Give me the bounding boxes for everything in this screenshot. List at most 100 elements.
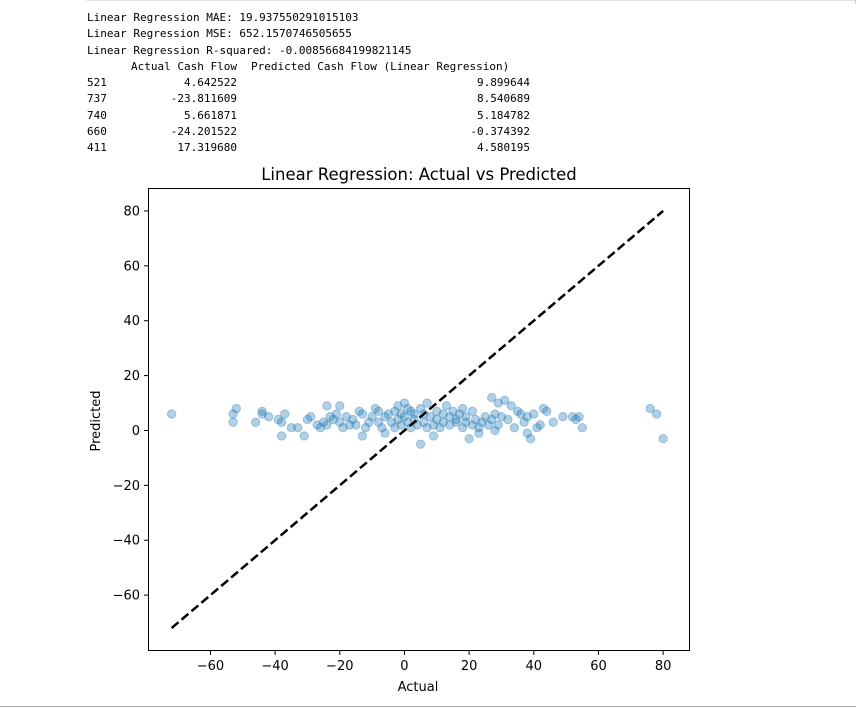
scatter-point <box>228 409 238 419</box>
scatter-point <box>487 414 497 425</box>
row-index: 660 <box>87 125 107 139</box>
row-actual: -24.201522 <box>170 125 237 139</box>
scatter-point <box>393 401 403 411</box>
scatter-point <box>477 417 487 427</box>
scatter-point <box>166 409 177 419</box>
y-tick-label: 60 <box>123 259 140 274</box>
x-tick-label: 0 <box>400 659 408 674</box>
y-axis-ticks: −60 −40 −20 0 20 40 60 80 <box>113 204 149 604</box>
scatter-point <box>490 425 500 436</box>
scatter-point <box>470 414 481 425</box>
scatter-point <box>425 412 436 422</box>
scatter-point <box>532 423 542 433</box>
scatter-point <box>645 403 655 414</box>
scatter-point <box>445 420 455 430</box>
x-tick-label: 80 <box>655 659 672 674</box>
scatter-point <box>406 406 416 416</box>
chart-title: Linear Regression: Actual vs Predicted <box>261 165 577 184</box>
scatter-point <box>293 423 303 433</box>
scatter-point <box>367 412 377 422</box>
y-tick-label: 80 <box>123 204 140 219</box>
scatter-point <box>432 414 442 425</box>
scatter-point <box>373 417 384 427</box>
scatter-point <box>445 412 455 422</box>
scatter-point <box>516 409 526 419</box>
row-actual: 17.319680 <box>177 141 237 155</box>
row-index: 740 <box>87 108 107 122</box>
scatter-point <box>525 434 536 444</box>
row-predicted: 5.184782 <box>477 108 530 122</box>
row-actual: 5.661871 <box>184 108 237 122</box>
row-actual: -23.811609 <box>170 92 237 106</box>
column-header-predicted: Predicted Cash Flow (Linear Regression) <box>251 59 510 73</box>
scatter-point <box>474 428 484 438</box>
x-axis-label: Actual <box>398 680 439 695</box>
row-predicted: -0.374392 <box>470 125 530 139</box>
scatter-point <box>519 417 529 427</box>
scatter-point <box>493 398 503 408</box>
scatter-point <box>422 398 432 408</box>
x-axis-ticks: −60 −40 −20 0 20 40 60 80 <box>197 650 672 674</box>
scatter-point <box>503 414 513 425</box>
table-row: 411 17.319680 4.580195 <box>87 140 530 156</box>
scatter-point <box>451 414 461 425</box>
scatter-point <box>567 412 578 422</box>
row-index: 521 <box>87 76 107 90</box>
scatter-point <box>322 401 332 411</box>
scatter-point <box>474 423 484 433</box>
scatter-point <box>390 406 400 416</box>
scatter-point <box>438 409 448 419</box>
points-layer <box>166 392 668 449</box>
table-row: 660 -24.201522 -0.374392 <box>87 124 530 140</box>
notebook-output: Linear Regression MAE: 19.93755029101510… <box>87 10 530 157</box>
scatter-point <box>438 417 448 427</box>
scatter-point <box>364 417 374 427</box>
scatter-point <box>538 403 549 414</box>
scatter-point <box>351 420 361 430</box>
reference-line <box>170 209 664 630</box>
scatter-point <box>522 412 533 422</box>
scatter-point <box>480 412 490 422</box>
scatter-point <box>658 434 668 444</box>
scatter-point <box>428 420 439 430</box>
y-tick-label: 40 <box>123 314 140 329</box>
scatter-point <box>402 403 413 414</box>
y-tick-label: −60 <box>113 589 140 604</box>
scatter-point <box>483 420 494 430</box>
scatter-point <box>464 434 474 444</box>
scatter-point <box>273 414 284 425</box>
scatter-point <box>354 406 364 416</box>
metric-r-squared: Linear Regression R-squared: -0.00856684… <box>87 43 412 57</box>
scatter-point <box>338 423 348 433</box>
scatter-point <box>451 417 461 427</box>
scatter-point <box>574 412 584 422</box>
scatter-point <box>257 409 267 419</box>
row-predicted: 8.540689 <box>477 92 530 106</box>
scatter-point <box>415 439 426 449</box>
metric-mse: Linear Regression MSE: 652.1570746505655 <box>87 27 352 41</box>
scatter-point <box>286 423 296 433</box>
scatter-point <box>457 403 468 414</box>
scatter-point <box>276 417 287 427</box>
scatter-point <box>263 412 274 422</box>
scatter-point <box>454 409 465 419</box>
x-tick-label: 60 <box>590 659 607 674</box>
scatter-point <box>228 417 238 427</box>
scatter-point <box>399 398 410 408</box>
table-row: 737 -23.811609 8.540689 <box>87 91 530 107</box>
scatter-point <box>577 423 587 433</box>
scatter-point <box>305 412 316 422</box>
table-header: Actual Cash Flow Predicted Cash Flow (Lin… <box>87 59 530 75</box>
scatter-point <box>396 420 406 430</box>
scatter-point <box>457 423 468 433</box>
scatter-point <box>441 401 452 411</box>
scatter-point <box>251 417 261 427</box>
scatter-point <box>496 412 507 422</box>
scatter-point <box>280 409 290 419</box>
cell-top-border <box>86 0 856 1</box>
scatter-point <box>490 409 500 419</box>
scatter-point <box>276 431 287 441</box>
scatter-point <box>422 423 432 433</box>
scatter-point <box>571 414 581 425</box>
scatter-point <box>390 423 400 433</box>
